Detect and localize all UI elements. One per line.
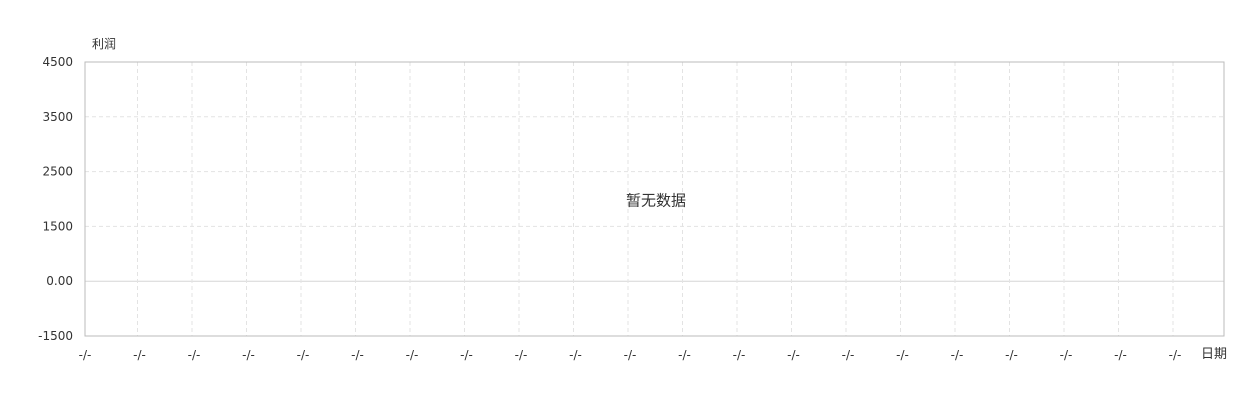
y-tick-label: 3500 (42, 110, 73, 124)
empty-state-message: 暂无数据 (625, 191, 687, 210)
x-tick-label: -/- (242, 348, 255, 362)
x-tick-label: -/- (787, 348, 800, 362)
x-tick-label: -/- (1169, 348, 1182, 362)
x-tick-label: -/- (896, 348, 909, 362)
x-tick-label: -/- (460, 348, 473, 362)
x-tick-label: -/- (297, 348, 310, 362)
x-tick-label: -/- (515, 348, 528, 362)
y-tick-label: -1500 (38, 329, 73, 343)
y-tick-label: 0.00 (46, 274, 73, 288)
x-tick-label: -/- (188, 348, 201, 362)
x-tick-label: -/- (842, 348, 855, 362)
x-tick-label: -/- (1114, 348, 1127, 362)
x-tick-label: -/- (133, 348, 146, 362)
x-tick-label: -/- (733, 348, 746, 362)
x-axis-title: 日期 (1201, 347, 1228, 362)
x-tick-label: -/- (351, 348, 364, 362)
plot-frame (84, 61, 1225, 337)
x-tick-label: -/- (624, 348, 637, 362)
x-tick-label: -/- (1060, 348, 1073, 362)
y-axis-title: 利润 (92, 37, 117, 51)
x-tick-label: -/- (79, 348, 92, 362)
y-tick-label: 2500 (42, 165, 73, 179)
y-tick-label: 4500 (42, 55, 73, 69)
x-tick-label: -/- (1005, 348, 1018, 362)
x-tick-label: -/- (678, 348, 691, 362)
x-tick-label: -/- (569, 348, 582, 362)
x-tick-label: -/- (406, 348, 419, 362)
y-tick-label: 1500 (42, 219, 73, 233)
x-tick-label: -/- (951, 348, 964, 362)
